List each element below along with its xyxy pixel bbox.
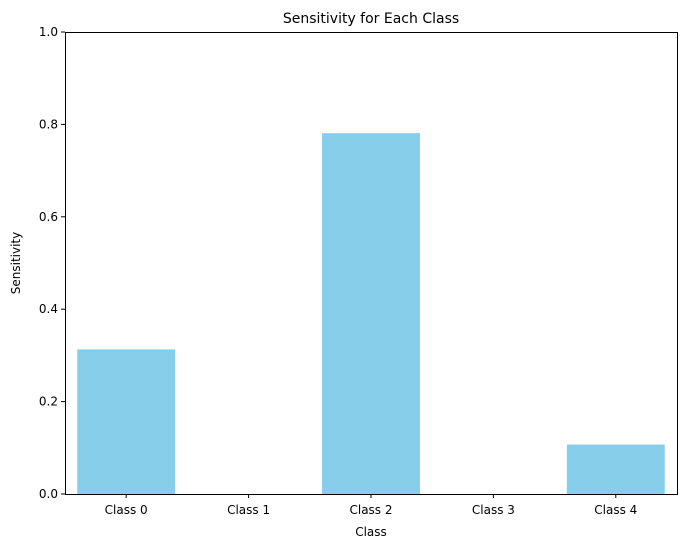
y-tick-label: 0.6 [39, 210, 58, 224]
bars-group [77, 133, 665, 495]
y-axis-label: Sensitivity [9, 232, 23, 294]
x-tick-label: Class 3 [472, 503, 515, 517]
y-tick-label: 0.2 [39, 395, 58, 409]
y-tick-label: 0.0 [39, 487, 58, 501]
x-tick-label: Class 1 [227, 503, 270, 517]
y-tick-label: 0.8 [39, 117, 58, 131]
bar-class-2 [322, 133, 420, 495]
bar-class-4 [566, 444, 665, 494]
y-tick-label: 1.0 [39, 25, 58, 39]
x-tick-label: Class 2 [349, 503, 392, 517]
chart-title: Sensitivity for Each Class [283, 11, 459, 27]
x-tick-label: Class 4 [594, 503, 637, 517]
bar-class-0 [77, 349, 176, 494]
plot-frame [65, 32, 678, 495]
x-axis-label: Class [355, 525, 387, 539]
x-tick-label: Class 0 [105, 503, 148, 517]
y-axis-ticks: 0.0 0.2 0.4 0.6 0.8 1.0 [39, 25, 65, 501]
x-axis-ticks: Class 0 Class 1 Class 2 Class 3 Class 4 [105, 494, 637, 517]
y-tick-label: 0.4 [39, 302, 58, 316]
